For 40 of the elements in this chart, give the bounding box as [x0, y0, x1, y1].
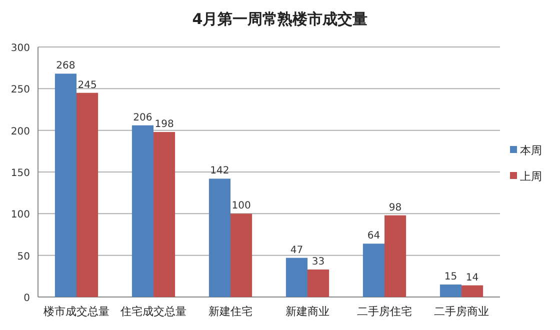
chart-title: 4月第一周常熟楼市成交量 [192, 10, 368, 28]
data-label: 64 [367, 230, 380, 242]
bar [154, 132, 176, 297]
data-label: 142 [210, 166, 230, 177]
y-tick-label: 150 [10, 168, 30, 179]
data-label: 100 [232, 200, 251, 212]
data-label: 245 [78, 80, 97, 91]
data-label: 198 [154, 119, 174, 130]
bar [286, 258, 308, 297]
data-label: 47 [290, 244, 304, 256]
data-label: 98 [388, 202, 402, 214]
bar [208, 178, 230, 297]
x-tick-label: 新建住宅 [208, 305, 252, 318]
bar [76, 92, 98, 297]
data-label: 14 [466, 272, 479, 284]
bar [132, 125, 154, 297]
bar [462, 285, 484, 297]
bar [362, 244, 384, 297]
bar [230, 214, 252, 297]
data-label: 206 [133, 112, 152, 124]
y-tick-label: 50 [17, 251, 30, 262]
y-tick-label: 200 [10, 126, 30, 138]
y-tick-label: 300 [10, 43, 30, 54]
x-tick-label: 住宅成交总量 [120, 305, 186, 318]
x-tick-label: 二手房住宅 [357, 305, 412, 318]
y-tick-label: 0 [24, 293, 30, 304]
data-label: 33 [312, 256, 325, 268]
bar [54, 74, 76, 297]
y-tick-label: 250 [10, 84, 30, 96]
bar [308, 270, 330, 297]
data-label: 268 [56, 60, 76, 72]
data-label: 15 [444, 272, 458, 282]
x-tick-label: 新建商业 [286, 305, 330, 318]
bar [440, 284, 462, 297]
legend-label: 本周 [520, 144, 542, 157]
x-tick-label: 二手房商业 [434, 305, 489, 318]
x-tick-label: 楼市成交总量 [44, 305, 110, 318]
bar [384, 215, 406, 297]
legend-label: 上周 [520, 170, 542, 183]
y-tick-label: 100 [10, 210, 30, 221]
